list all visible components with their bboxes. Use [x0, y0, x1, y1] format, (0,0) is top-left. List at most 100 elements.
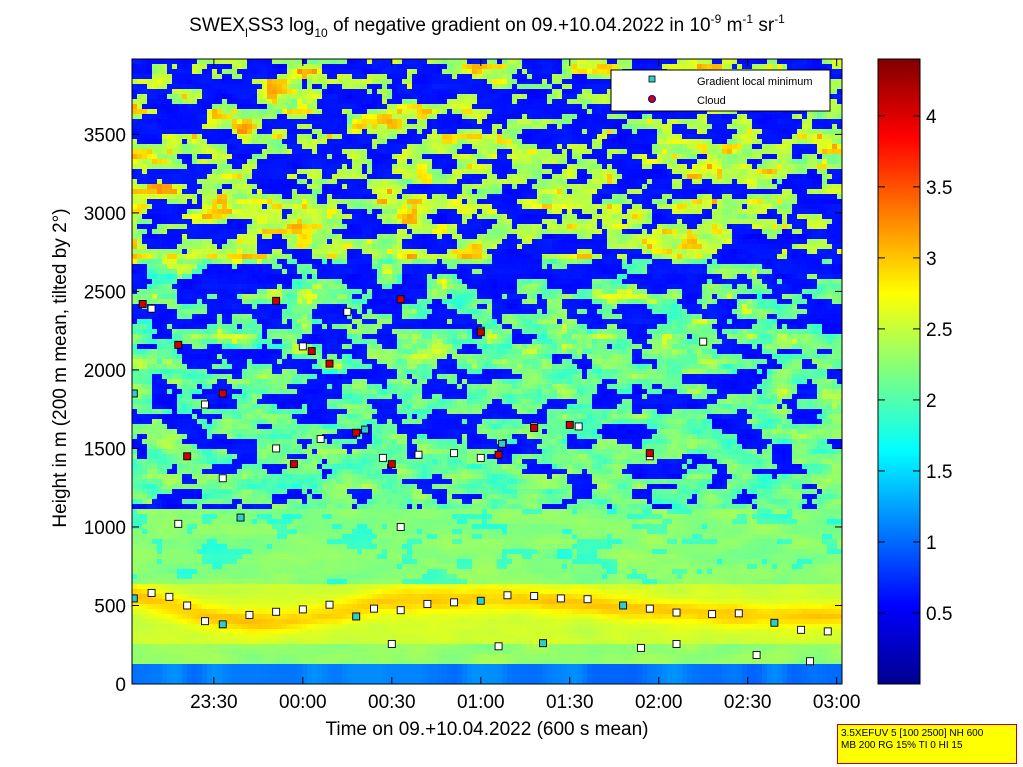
minimum-marker [245, 610, 254, 619]
colorbar-tick-label: 3.5 [926, 178, 952, 199]
minimum-marker [174, 519, 183, 528]
minimum-marker [699, 337, 708, 346]
minimum-marker [503, 591, 512, 600]
minimum-marker [201, 400, 209, 409]
cloud-marker [183, 452, 192, 461]
legend: Gradient local minimum Cloud [610, 69, 831, 112]
minimum-marker [476, 453, 485, 462]
minimum-marker [823, 627, 832, 636]
minimum-marker [396, 606, 405, 615]
chart-title: SWEXlSS3 log10 of negative gradient on 0… [189, 12, 785, 40]
markers-layer [132, 295, 832, 666]
x-tick-label: 02:00 [635, 692, 683, 713]
cloud-marker [138, 300, 147, 308]
minimum-marker [530, 592, 539, 601]
minimum-marker [298, 342, 307, 351]
minimum-marker [352, 612, 361, 621]
cloud-marker [645, 449, 654, 458]
colorbar-tick-label: 1.5 [926, 462, 952, 483]
y-tick-label: 0 [115, 675, 126, 696]
minimum-marker [574, 422, 583, 431]
y-axis: 0 500 1000 1500 2000 2500 3000 3500 [84, 125, 842, 696]
x-axis: 23:30 00:00 00:30 01:00 01:30 02:00 02:30 03:00 [190, 59, 860, 713]
x-tick-label: 00:30 [368, 692, 416, 713]
y-tick-label: 3500 [84, 125, 126, 146]
legend-marker-minimum [648, 75, 656, 83]
colorbar-tick-label: 0.5 [926, 604, 952, 625]
minimum-marker [132, 594, 138, 603]
parameter-info-box: 3.5XEFUV 5 [100 2500] NH 600 MB 200 RG 1… [837, 724, 1017, 764]
colorbar-tick-label: 3 [926, 249, 937, 270]
minimum-marker [708, 610, 717, 619]
cloud-marker [396, 295, 405, 304]
minimum-marker [636, 643, 645, 652]
minimum-marker [498, 439, 507, 448]
minimum-marker [583, 595, 592, 604]
minimum-marker [672, 608, 681, 617]
cloud-marker [494, 450, 503, 459]
minimum-marker [797, 625, 806, 634]
cloud-marker [272, 296, 281, 305]
minimum-marker [396, 523, 405, 531]
minimum-marker [183, 601, 192, 610]
minimum-marker [147, 588, 156, 597]
colorbar-tick-label: 2.5 [926, 320, 952, 341]
cloud-marker [218, 389, 227, 398]
cloud-marker [476, 328, 485, 337]
minimum-marker [752, 650, 761, 659]
x-tick-label: 03:00 [813, 692, 861, 713]
cloud-marker [289, 460, 298, 469]
x-tick-label: 01:30 [546, 692, 594, 713]
legend-label-cloud: Cloud [697, 95, 726, 107]
minimum-marker [272, 607, 281, 616]
cloud-marker [174, 340, 183, 349]
info-line-1: 3.5XEFUV 5 [100 2500] NH 600 [841, 728, 984, 739]
minimum-marker [806, 657, 814, 666]
cloud-marker [565, 420, 574, 429]
colorbar-tick-label: 4 [926, 107, 937, 128]
minimum-marker [494, 642, 503, 651]
cloud-marker [325, 359, 334, 368]
y-tick-label: 500 [94, 596, 126, 617]
plot-frame [131, 58, 843, 685]
minimum-marker [476, 596, 485, 605]
cloud-marker [530, 424, 539, 432]
minimum-marker [450, 449, 459, 458]
minimum-marker [236, 513, 245, 522]
legend-marker-cloud [648, 95, 656, 103]
minimum-marker [770, 618, 779, 627]
minimum-marker [132, 389, 138, 398]
cloud-marker [352, 428, 361, 437]
colorbar [877, 58, 921, 685]
minimum-marker [316, 435, 325, 443]
minimum-marker [556, 594, 565, 603]
minimum-marker [387, 640, 396, 648]
y-tick-label: 2500 [84, 282, 126, 303]
minimum-marker [378, 453, 387, 462]
minimum-marker [539, 639, 548, 648]
minimum-marker [450, 598, 459, 607]
cloud-marker [387, 460, 396, 469]
minimum-marker [325, 600, 334, 609]
x-tick-label: 02:30 [724, 692, 772, 713]
y-tick-label: 1000 [84, 518, 126, 539]
cloud-marker [307, 347, 316, 356]
legend-box [610, 69, 831, 112]
minimum-marker [414, 450, 423, 459]
minimum-marker [645, 604, 654, 613]
minimum-marker [343, 307, 352, 316]
minimum-marker [201, 617, 209, 626]
minimum-marker [734, 609, 743, 618]
colorbar-ticks: 0.5 1 1.5 2 2.5 3 3.5 4 [878, 107, 952, 625]
heatmap-field [132, 59, 842, 684]
minimum-marker [218, 620, 227, 629]
minimum-marker [672, 640, 681, 648]
y-tick-label: 1500 [84, 439, 126, 460]
colorbar-tick-label: 2 [926, 391, 937, 412]
minimum-marker [361, 425, 370, 434]
minimum-marker [165, 592, 174, 601]
colorbar-tick-label: 1 [926, 533, 937, 554]
minimum-marker [298, 605, 307, 614]
minimum-marker [619, 601, 628, 610]
